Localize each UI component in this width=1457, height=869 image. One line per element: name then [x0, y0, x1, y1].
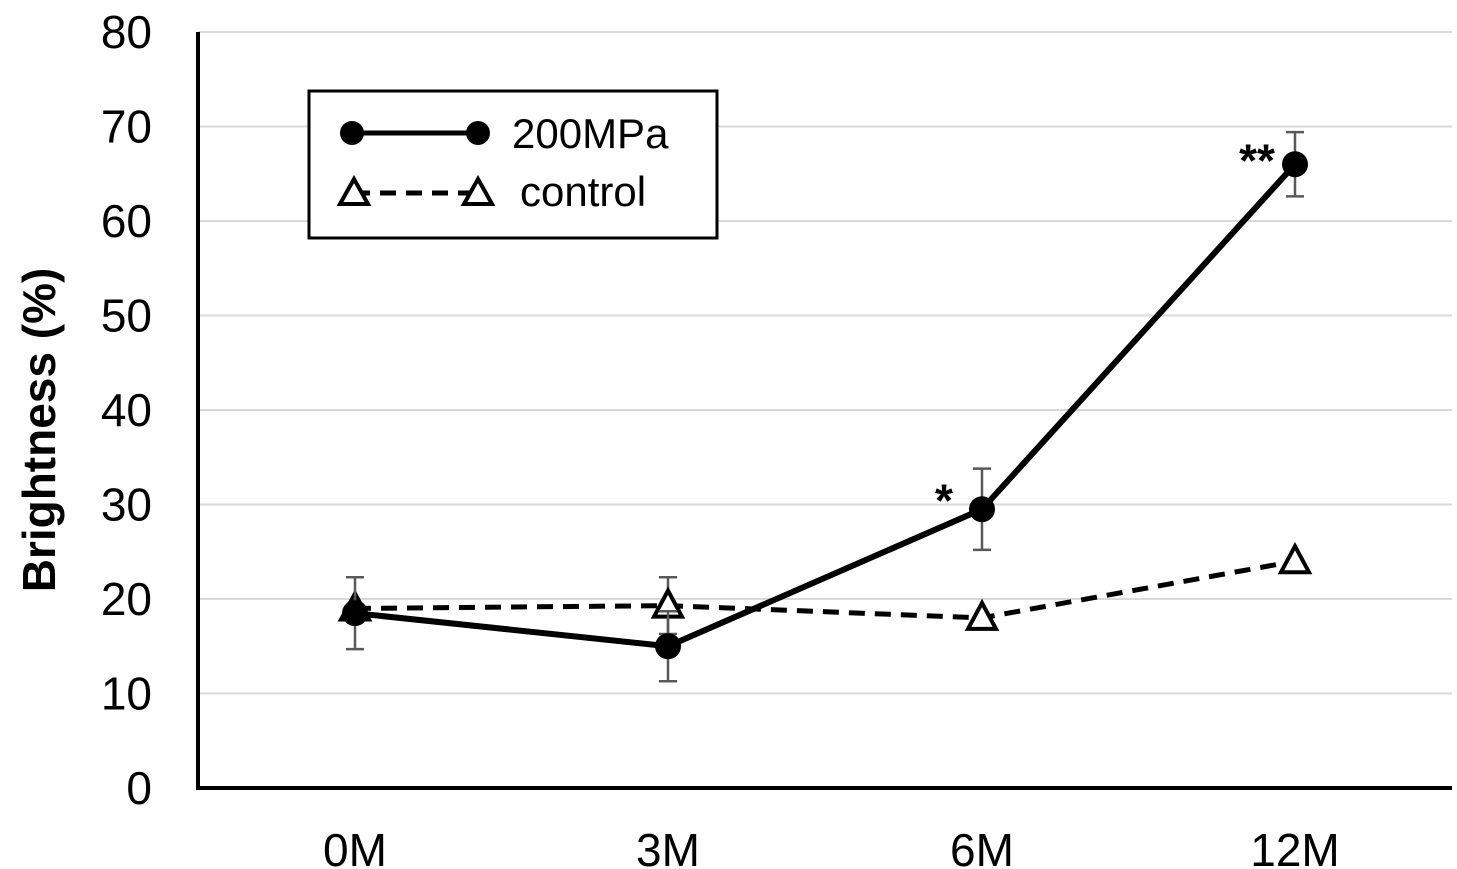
legend-box	[307, 89, 719, 240]
legend-marker-control	[460, 174, 496, 206]
series-line-200mpa	[354, 162, 1298, 650]
y-axis-title: Brightness (%)	[13, 268, 65, 593]
y-tick-label: 0	[126, 762, 152, 814]
data-point-200mpa	[1282, 151, 1308, 178]
x-tick-label: 6M	[950, 824, 1014, 869]
legend-entry-200mpa: 200MPa	[340, 110, 669, 157]
series-control	[337, 541, 1313, 636]
series	[337, 130, 1313, 683]
legend-label-200mpa: 200MPa	[512, 110, 669, 157]
y-tick-label: 30	[101, 479, 152, 531]
data-point-control	[964, 598, 1000, 631]
x-tick-label: 3M	[636, 824, 700, 869]
data-point-200mpa	[655, 633, 681, 660]
legend-label-control: control	[520, 168, 646, 215]
y-tick-label: 40	[101, 384, 152, 436]
series-200mpa	[342, 130, 1308, 683]
y-tick-label: 20	[101, 573, 152, 625]
y-tick-labels: 0 10 20 30 40 50 60 70 80	[101, 6, 152, 814]
legend-marker-control	[336, 174, 372, 206]
significance-annotations: ***	[935, 134, 1275, 526]
x-tick-label: 12M	[1250, 824, 1339, 869]
y-tick-label: 60	[101, 195, 152, 247]
y-tick-label: 70	[101, 101, 152, 153]
x-tick-labels: 0M 3M 6M 12M	[323, 824, 1340, 869]
series-line-control	[354, 558, 1296, 621]
y-tick-label: 80	[101, 6, 152, 58]
legend: 200MPa control	[307, 89, 719, 240]
axes	[196, 32, 1452, 790]
significance-mark: *	[935, 475, 953, 527]
significance-mark: **	[1239, 134, 1275, 186]
x-tick-label: 0M	[323, 824, 387, 869]
data-point-control	[1277, 541, 1313, 575]
y-tick-label: 10	[101, 668, 152, 720]
legend-entry-control: control	[336, 168, 646, 215]
legend-marker-200mpa	[340, 121, 364, 145]
y-tick-label: 50	[101, 290, 152, 342]
data-point-200mpa	[969, 496, 995, 523]
data-point-200mpa	[342, 600, 368, 627]
legend-marker-200mpa	[466, 121, 490, 145]
